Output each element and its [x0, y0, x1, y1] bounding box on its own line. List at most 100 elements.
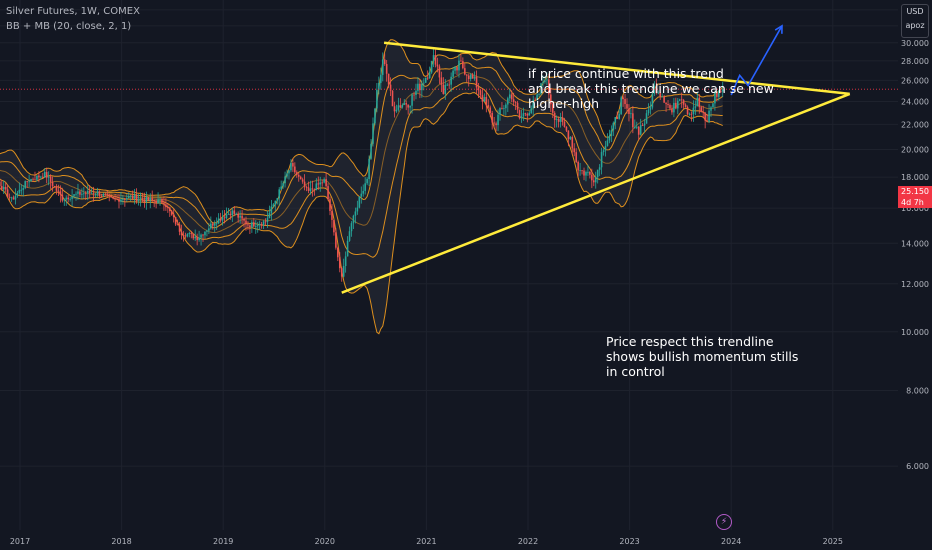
candle-body: [604, 145, 607, 151]
candle-body: [503, 108, 505, 109]
price-tick-label: 30.000: [901, 39, 929, 48]
candle-body: [489, 107, 492, 113]
current-price-label: 25.150 4d 7h: [898, 186, 932, 208]
annotation-top-line-1: if price continue with this trend: [528, 66, 724, 81]
candle-body: [465, 74, 468, 76]
candle-body: [254, 226, 257, 227]
candle-body: [669, 105, 671, 109]
candle-body: [481, 95, 484, 102]
candle-body: [155, 200, 157, 204]
bar-countdown: 4d 7h: [901, 198, 924, 207]
candle-body: [544, 80, 546, 83]
candle-body: [708, 110, 710, 122]
candle-body: [325, 179, 327, 187]
candle-body: [612, 122, 615, 131]
candle-body: [278, 189, 281, 199]
annotation-bottom-line-2: shows bullish momentum stills: [606, 349, 798, 364]
candle-body: [376, 89, 378, 109]
candle-body: [520, 116, 523, 119]
candle-body: [98, 191, 101, 196]
candle-body: [635, 126, 638, 128]
candle-body: [424, 77, 427, 83]
candle-body: [383, 59, 386, 65]
candle-body: [647, 109, 650, 114]
candle-body: [559, 117, 562, 122]
candle-body: [491, 112, 493, 123]
candle-body: [217, 218, 220, 224]
currency-selector[interactable]: USD apoz: [901, 4, 929, 38]
candle-body: [129, 195, 132, 197]
candle-body: [348, 231, 351, 241]
candle-body: [362, 190, 365, 194]
candle-body: [110, 195, 112, 198]
candle-body: [454, 66, 456, 71]
candle-body: [682, 100, 685, 105]
candle-body: [188, 233, 191, 235]
candle-body: [295, 172, 298, 175]
candle-body: [571, 137, 574, 149]
candle-body: [628, 108, 630, 115]
candle-body: [446, 84, 449, 86]
candle-body: [30, 178, 32, 182]
indicator-title[interactable]: BB + MB (20, close, 2, 1): [6, 21, 132, 32]
candle-body: [411, 94, 413, 106]
candle-body: [182, 235, 185, 236]
candle-body: [366, 178, 368, 184]
candle-body: [317, 183, 320, 185]
candle-body: [589, 171, 591, 175]
price-axis-ticks: 34.00032.00030.00028.00026.00024.00022.0…: [901, 6, 929, 471]
price-tick-label: 12.000: [901, 280, 929, 289]
candle-body: [606, 140, 609, 146]
candle-body: [268, 212, 271, 219]
candle-body: [450, 76, 452, 85]
candle-body: [79, 191, 81, 195]
candle-body: [401, 104, 404, 108]
candle-body: [436, 64, 439, 67]
candle-body: [561, 117, 564, 122]
candle-body: [483, 97, 486, 102]
candle-body: [430, 60, 433, 73]
candle-body: [200, 234, 202, 238]
candle-body: [645, 113, 648, 124]
candle-body: [473, 76, 476, 79]
candle-body: [665, 102, 667, 105]
candle-body: [235, 213, 238, 215]
candle-body: [719, 90, 722, 92]
candle-body: [518, 109, 521, 119]
candle-body: [57, 190, 60, 192]
candle-body: [495, 123, 497, 126]
candle-body: [157, 199, 159, 204]
candle-body: [690, 113, 693, 115]
candle-body: [86, 191, 89, 194]
candle-body: [479, 90, 482, 96]
candle-body: [141, 198, 144, 200]
annotation-top-line-2: and break this trendline we can se new: [528, 81, 774, 96]
candle-body: [36, 175, 38, 180]
candle-body: [507, 98, 509, 105]
candle-body: [286, 173, 288, 177]
candle-body: [112, 197, 114, 199]
candle-body: [585, 171, 587, 176]
candle-body: [294, 166, 296, 173]
candle-body: [661, 96, 663, 98]
candle-body: [12, 197, 15, 200]
candle-body: [364, 183, 366, 191]
band-upper-2: [0, 39, 724, 224]
candle-body: [680, 99, 683, 101]
time-tick-label: 2025: [823, 537, 843, 546]
lightning-icon[interactable]: ⚡: [716, 514, 732, 530]
candle-body: [229, 213, 232, 216]
candle-body: [83, 193, 85, 195]
candle-body: [350, 223, 353, 232]
candle-body: [464, 68, 466, 75]
candle-body: [624, 99, 626, 105]
candle-body: [272, 204, 275, 207]
symbol-title[interactable]: Silver Futures, 1W, COMEX: [6, 6, 140, 17]
candle-body: [149, 198, 152, 201]
candle-body: [426, 77, 429, 79]
candle-body: [274, 200, 277, 205]
candle-body: [534, 99, 536, 101]
candle-body: [264, 221, 267, 223]
candle-body: [614, 117, 617, 123]
